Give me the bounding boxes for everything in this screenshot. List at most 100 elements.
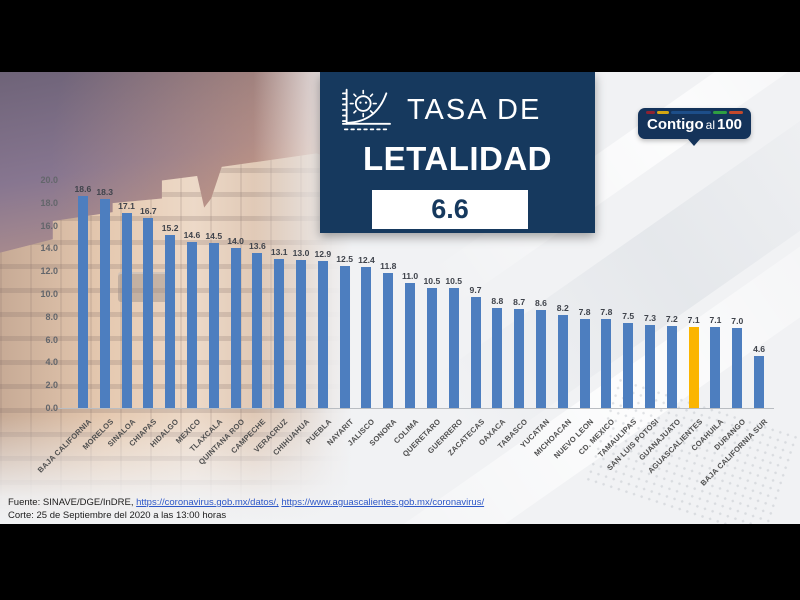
- y-tick-label: 8.0: [45, 311, 58, 322]
- letterbox-top: [0, 0, 800, 72]
- fuente-line: Fuente: SINAVE/DGE/InDRE, https://corona…: [8, 496, 484, 509]
- bar-hidalgo: [165, 234, 176, 408]
- bar-san-luis-potosi: [645, 324, 656, 408]
- bar-tamaulipas: [623, 322, 634, 408]
- bar-value-label: 7.8: [600, 307, 613, 318]
- fuente-label: Fuente: SINAVE/DGE/InDRE,: [8, 497, 134, 508]
- y-tick-label: 0.0: [45, 403, 58, 413]
- bar-veracruz: [274, 258, 285, 408]
- bar-guerrero: [448, 288, 459, 408]
- bar-value-label: 12.4: [358, 254, 375, 265]
- y-tick-label: 14.0: [40, 243, 58, 254]
- y-tick-label: 6.0: [45, 334, 58, 345]
- title-line2: LETALIDAD: [362, 140, 553, 177]
- bar-colima: [405, 282, 416, 408]
- logo-text-contigo: Contigo: [646, 116, 704, 133]
- bar-value-label: 7.5: [622, 310, 635, 321]
- y-tick-label: 2.0: [45, 380, 58, 391]
- letterbox-bottom: [0, 524, 800, 600]
- bar-chiapas: [143, 217, 154, 408]
- source-link-aguascalientes[interactable]: https://www.aguascalientes.gob.mx/corona…: [281, 497, 485, 508]
- bar-value-label: 7.0: [731, 316, 744, 327]
- bar-value-label: 7.8: [578, 307, 591, 318]
- bar-value-label: 8.6: [534, 297, 547, 308]
- bar-value-label: 17.1: [118, 201, 135, 212]
- title-line1: TASA DE: [407, 93, 542, 126]
- bar-oaxaca: [492, 307, 503, 408]
- bar-value-label: 13.0: [292, 247, 310, 258]
- building-photo: [0, 72, 352, 524]
- bar-cd-mexico: [601, 319, 612, 408]
- bar-value-label: 18.6: [74, 183, 92, 194]
- bar-nayarit: [339, 265, 350, 408]
- bar-value-label: 11.0: [401, 270, 419, 281]
- y-tick-label: 16.0: [40, 220, 58, 231]
- bar-value-label: 9.7: [469, 285, 482, 296]
- bar-baja-california-sur: [754, 355, 765, 408]
- chart-virus-icon: [342, 88, 391, 131]
- bar-value-label: 7.1: [687, 315, 700, 326]
- y-tick-label: 18.0: [40, 197, 58, 208]
- logo-speech-tail: [687, 138, 701, 146]
- bar-value-label: 12.5: [336, 253, 354, 264]
- bar-chihuahua: [296, 259, 307, 408]
- bar-value-label: 16.7: [139, 205, 157, 216]
- bar-value-label: 10.5: [445, 276, 463, 287]
- bar-queretaro: [426, 288, 437, 408]
- logo-text-al: al: [705, 118, 715, 132]
- bar-tlaxcala: [208, 242, 219, 408]
- bar-morelos: [99, 199, 110, 408]
- bar-sonora: [383, 273, 394, 408]
- bar-value-label: 13.1: [270, 246, 288, 257]
- contigo-al-100-logo: Contigo al 100: [638, 108, 751, 146]
- title-panel: TASA DE LETALIDAD 6.6: [320, 72, 595, 233]
- bar-guanajuato: [666, 325, 677, 408]
- y-tick-label: 20.0: [40, 175, 58, 185]
- bar-value-label: 11.8: [380, 261, 397, 272]
- logo-stripes: [646, 111, 743, 114]
- bar-value-label: 14.0: [227, 236, 244, 247]
- title-row: TASA DE: [320, 72, 595, 134]
- bar-quintana-roo: [230, 248, 241, 408]
- headline-value: 6.6: [431, 194, 469, 224]
- bar-yucatan: [535, 309, 546, 408]
- bar-michoacan: [557, 314, 568, 408]
- bar-value-label: 4.6: [753, 343, 766, 354]
- bar-jalisco: [361, 266, 372, 408]
- logo-text-100: 100: [716, 116, 743, 133]
- bar-nuevo-leon: [579, 319, 590, 408]
- bar-value-label: 10.5: [423, 276, 441, 287]
- headline-value-box: 6.6: [372, 190, 528, 229]
- bar-mexico: [186, 241, 197, 408]
- bar-value-label: 14.5: [205, 230, 223, 241]
- bar-value-label: 7.2: [665, 313, 678, 324]
- bar-value-label: 15.2: [161, 222, 179, 233]
- logo-text: Contigo al 100: [638, 116, 751, 134]
- bar-value-label: 12.9: [314, 248, 332, 259]
- bar-baja-california: [77, 195, 88, 408]
- bar-value-label: 14.6: [183, 229, 201, 240]
- bar-tabasco: [514, 308, 525, 408]
- source-footer: Fuente: SINAVE/DGE/InDRE, https://corona…: [8, 496, 484, 522]
- slide-content: 20.0 18.0 16.0 14.0 12.0 10.0 8.0 6.0 4.0 2.0 0.0 …: [0, 72, 800, 524]
- bar-puebla: [317, 260, 328, 408]
- x-axis-line: [58, 408, 774, 409]
- bar-campeche: [252, 252, 263, 408]
- bar-value-label: 7.1: [709, 315, 722, 326]
- bar-value-label: 7.3: [644, 312, 656, 323]
- bar-chart: 20.0 18.0 16.0 14.0 12.0 10.0 8.0 6.0 4.0 2.0 0.0 …: [0, 72, 800, 524]
- corte-line: Corte: 25 de Septiembre del 2020 a las 1…: [8, 510, 227, 521]
- bar-coahuila: [710, 327, 721, 408]
- bar-value-label: 8.2: [556, 302, 569, 313]
- source-link-coronavirus-gob[interactable]: https://coronavirus.gob.mx/datos/,: [136, 497, 279, 508]
- bar-value-label: 13.6: [249, 240, 266, 251]
- y-tick-label: 12.0: [40, 266, 58, 277]
- y-tick-label: 4.0: [45, 357, 58, 368]
- bar-sinaloa: [121, 213, 132, 408]
- y-tick-label: 10.0: [40, 289, 58, 299]
- bar-value-label: 18.3: [96, 187, 114, 198]
- bar-zacatecas: [470, 297, 481, 408]
- bar-value-label: 8.7: [513, 296, 526, 307]
- bar-value-label: 8.8: [491, 295, 504, 306]
